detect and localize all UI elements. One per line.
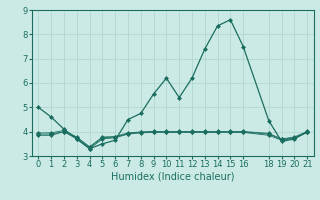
X-axis label: Humidex (Indice chaleur): Humidex (Indice chaleur) [111,172,235,182]
